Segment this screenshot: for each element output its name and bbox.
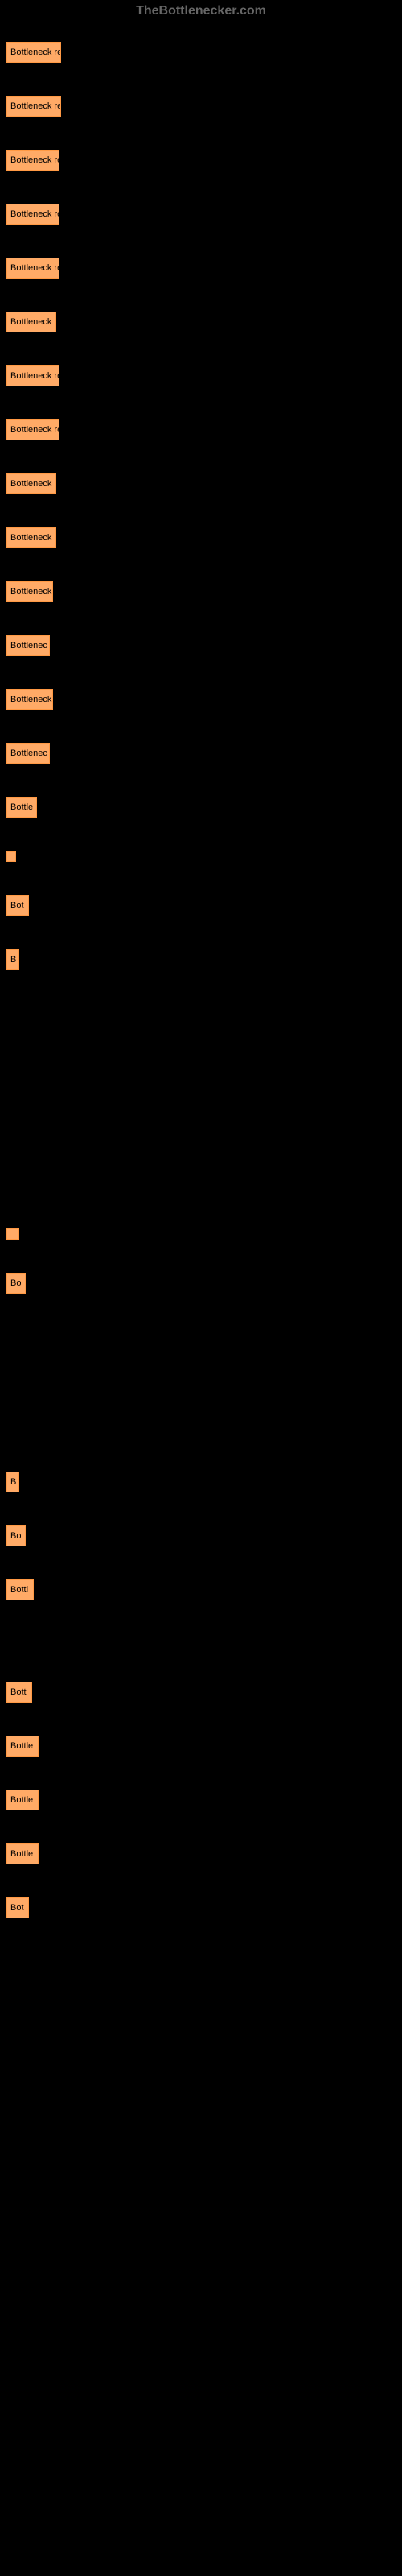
bottleneck-link[interactable]: Bottleneck r [6, 527, 56, 548]
bottleneck-link[interactable]: Bottle [6, 1790, 39, 1810]
spacer [3, 559, 399, 575]
bottleneck-link[interactable]: Bottleneck re [6, 365, 59, 386]
bottleneck-link[interactable]: B [6, 949, 19, 970]
spacer [3, 1304, 399, 1465]
spacer [3, 828, 399, 844]
bottleneck-link[interactable]: Bottleneck res [6, 42, 61, 63]
spacer [3, 235, 399, 251]
spacer [3, 980, 399, 1222]
bottleneck-link[interactable]: Bottle [6, 1843, 39, 1864]
spacer [3, 127, 399, 143]
spacer [3, 1875, 399, 1891]
spacer [3, 1767, 399, 1783]
bottleneck-link[interactable]: Bo [6, 1273, 26, 1294]
spacer [3, 720, 399, 737]
spacer [3, 451, 399, 467]
spacer [3, 1713, 399, 1729]
bottleneck-link[interactable]: Bottleneck res [6, 96, 61, 117]
bottleneck-link[interactable]: Bottleneck re [6, 150, 59, 171]
spacer [3, 1821, 399, 1837]
spacer [3, 927, 399, 943]
bottleneck-link[interactable]: Bottlenec [6, 743, 50, 764]
bottleneck-link[interactable]: Bot [6, 1897, 29, 1918]
spacer [3, 667, 399, 683]
bottleneck-link[interactable]: Bot [6, 895, 29, 916]
spacer [3, 873, 399, 889]
spacer [3, 774, 399, 791]
spacer [3, 289, 399, 305]
spacer [3, 505, 399, 521]
spacer [3, 181, 399, 197]
spacer [3, 1611, 399, 1675]
bottleneck-link[interactable]: Bottleneck [6, 689, 53, 710]
bottleneck-link[interactable]: Bottle [6, 1736, 39, 1757]
bottleneck-link[interactable]: Bo [6, 1525, 26, 1546]
bottleneck-link[interactable]: Bottleneck r [6, 312, 56, 332]
bottleneck-link[interactable]: B [6, 1472, 19, 1492]
bottleneck-link[interactable] [6, 1228, 19, 1240]
spacer [3, 1503, 399, 1519]
bottleneck-link[interactable] [6, 851, 16, 862]
spacer [3, 613, 399, 629]
bottleneck-link[interactable]: Bottle [6, 797, 37, 818]
spacer [3, 1250, 399, 1266]
bottleneck-link[interactable]: Bottleneck r [6, 473, 56, 494]
bottleneck-link[interactable]: Bottleneck re [6, 419, 59, 440]
spacer [3, 26, 399, 35]
spacer [3, 343, 399, 359]
bottleneck-link[interactable]: Bott [6, 1682, 32, 1703]
bottleneck-link[interactable]: Bottleneck [6, 581, 53, 602]
links-list: Bottleneck res Bottleneck res Bottleneck r… [0, 23, 402, 1932]
bottleneck-link[interactable]: Bottl [6, 1579, 34, 1600]
site-name: TheBottlenecker.com [136, 4, 266, 18]
page-header: TheBottlenecker.com [0, 0, 402, 23]
bottleneck-link[interactable]: Bottleneck re [6, 258, 59, 279]
spacer [3, 397, 399, 413]
bottleneck-link[interactable]: Bottleneck re [6, 204, 59, 225]
spacer [3, 73, 399, 89]
spacer [3, 1557, 399, 1573]
bottleneck-link[interactable]: Bottlenec [6, 635, 50, 656]
